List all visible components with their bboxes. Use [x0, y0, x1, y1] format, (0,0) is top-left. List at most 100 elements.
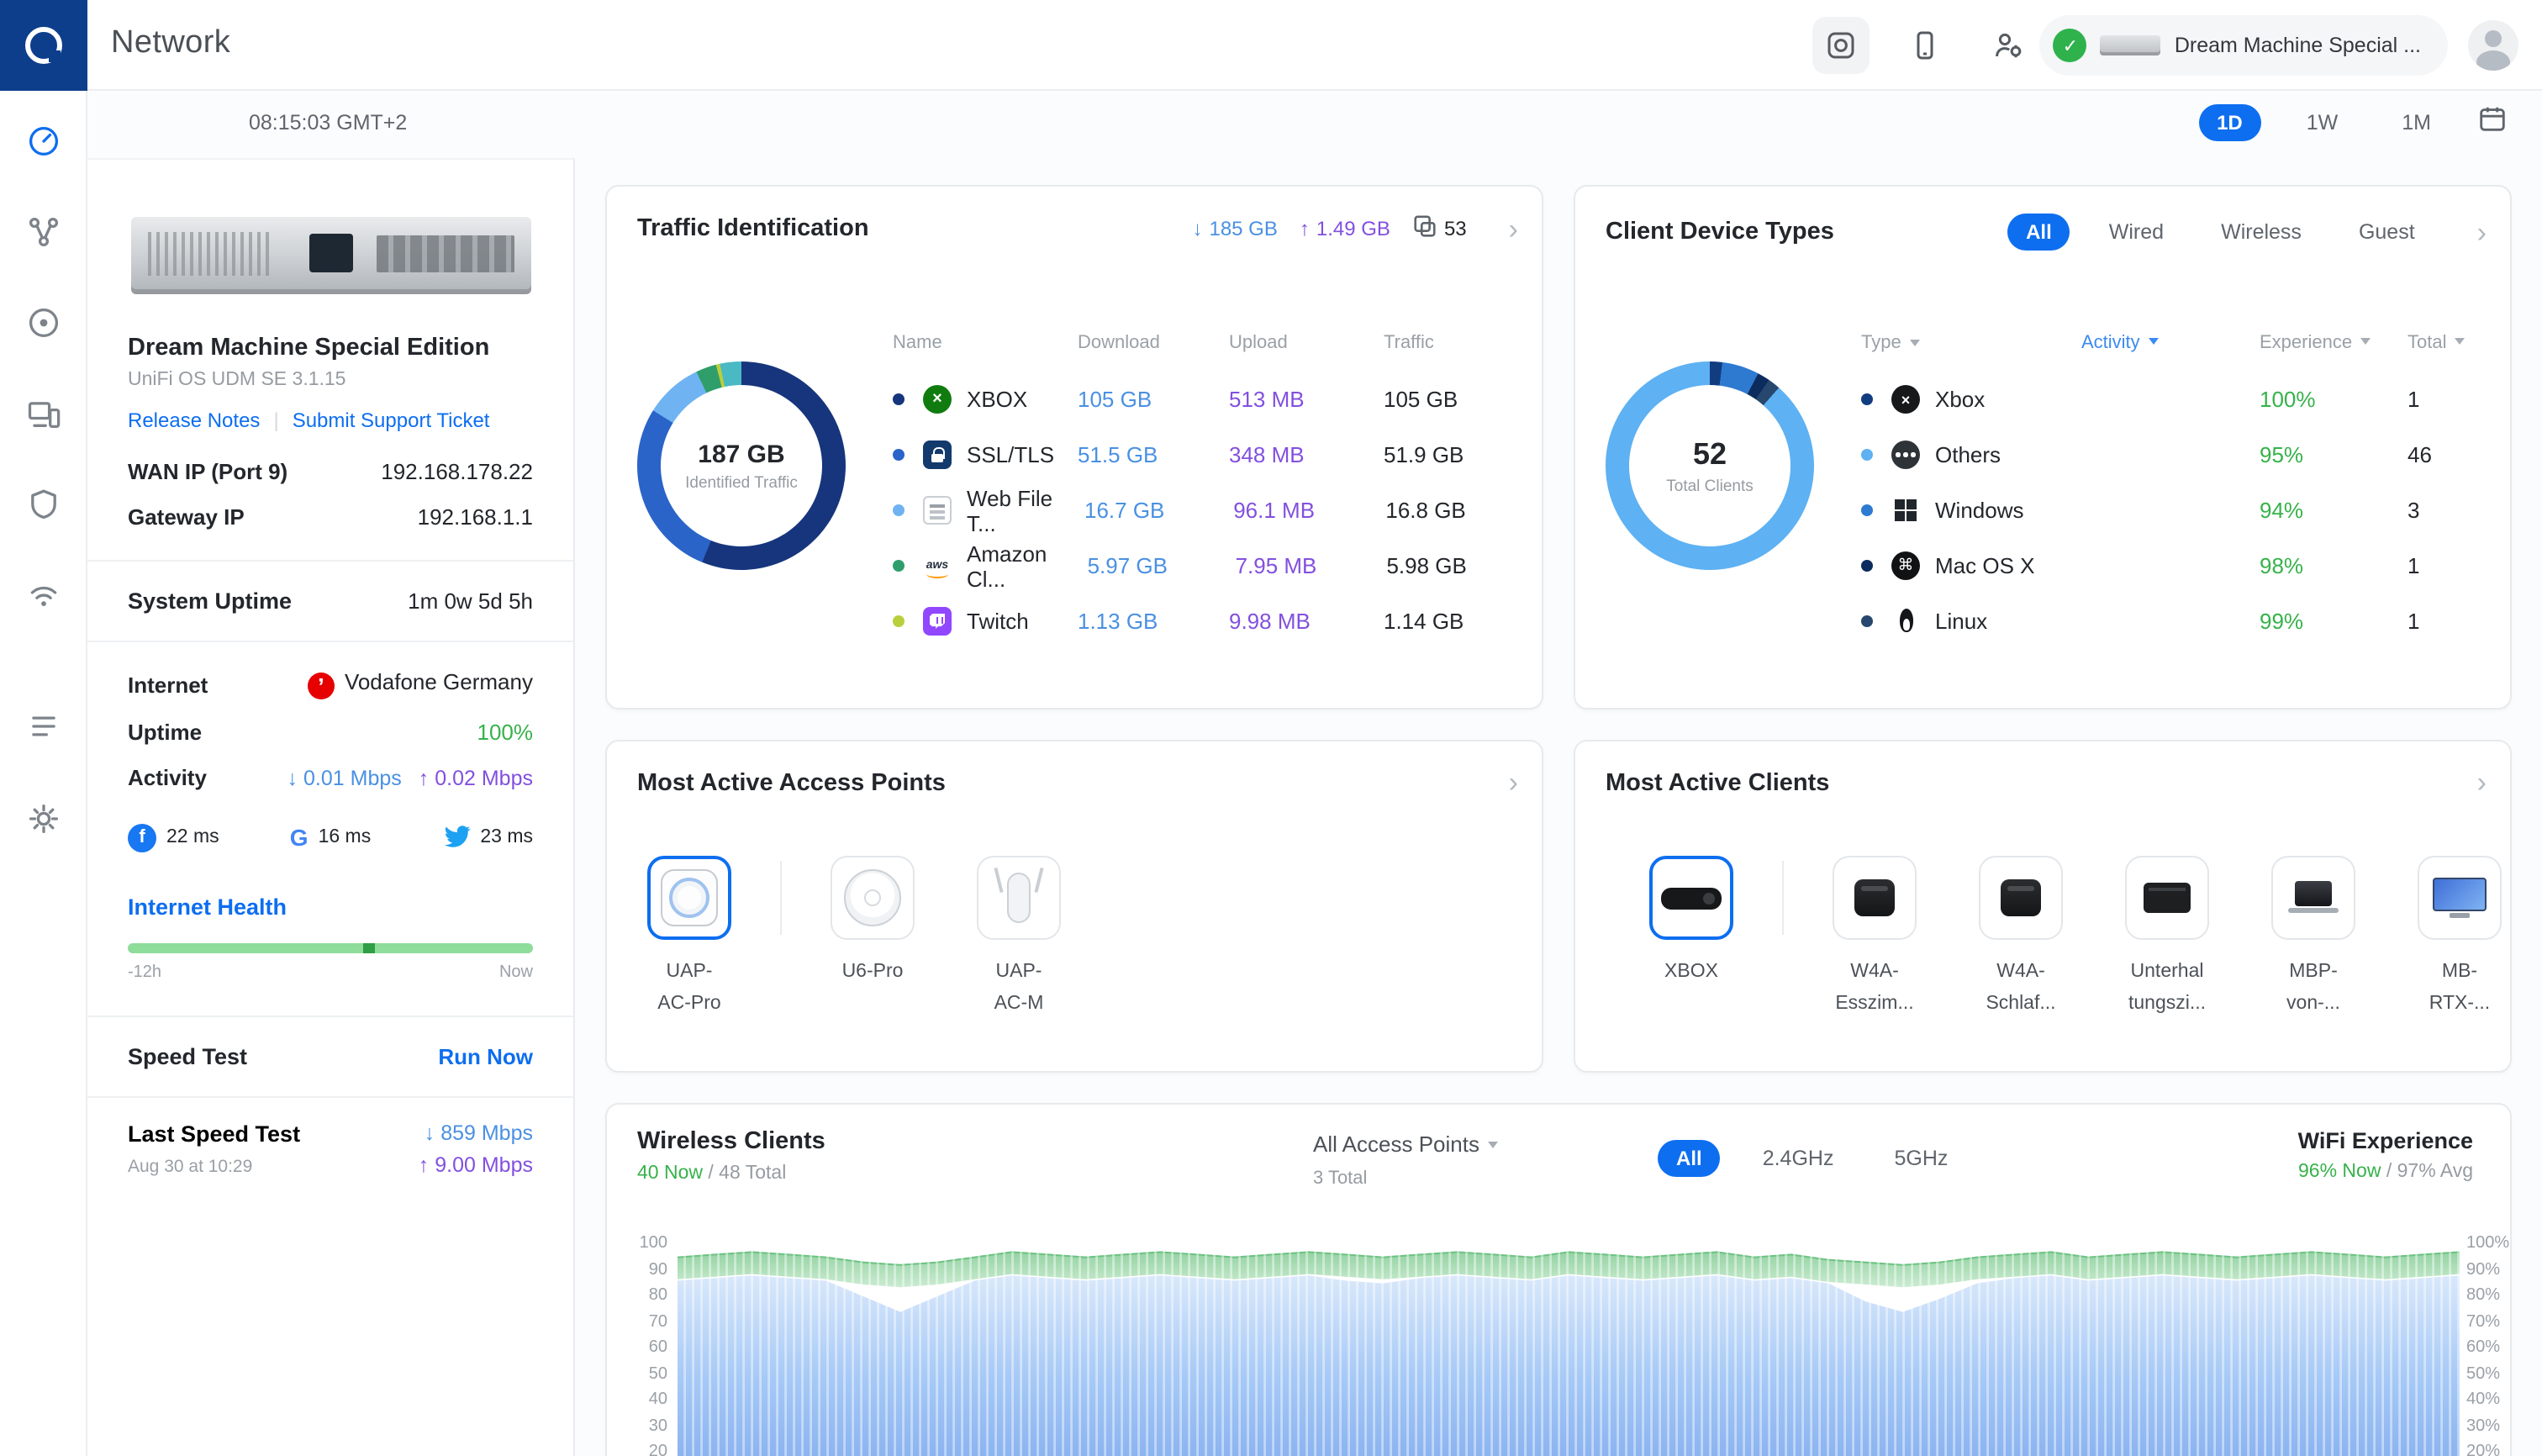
- access-point-tile[interactable]: [831, 856, 915, 940]
- traffic-value: 1.14 GB: [1384, 609, 1515, 634]
- ap-tiles-divider: [780, 861, 782, 935]
- col-download-header[interactable]: Download: [1078, 333, 1229, 353]
- range-1W[interactable]: 1W: [2288, 104, 2357, 141]
- download-value: 16.7 GB: [1084, 498, 1233, 523]
- run-speed-test-button[interactable]: Run Now: [438, 1044, 533, 1069]
- client-tile[interactable]: [2125, 856, 2209, 940]
- filter-wired[interactable]: Wired: [2091, 214, 2182, 251]
- last-speed-down: ↓ 859 Mbps: [419, 1121, 533, 1145]
- band-5ghz[interactable]: 5GHz: [1875, 1140, 1966, 1177]
- clients-donut-chart[interactable]: 52 Total Clients: [1606, 361, 1814, 570]
- calendar-button[interactable]: [2476, 103, 2508, 143]
- nav-logs[interactable]: [25, 708, 62, 745]
- active-aps-expand-chevron[interactable]: ›: [1509, 768, 1518, 797]
- isp-name: Vodafone Germany: [345, 669, 533, 694]
- band-2.4ghz[interactable]: 2.4GHz: [1744, 1140, 1853, 1177]
- right-axis-label: 30%: [2466, 1416, 2534, 1435]
- wifi-exp-avg: / 97% Avg: [2381, 1162, 2473, 1182]
- category-dot: [1861, 560, 1873, 572]
- monitor-device-image: [2433, 878, 2487, 918]
- nav-radios[interactable]: [25, 577, 62, 614]
- nav-security[interactable]: [25, 486, 62, 523]
- console-switcher-button[interactable]: [1812, 17, 1870, 74]
- client-tile[interactable]: [1979, 856, 2063, 940]
- client-type-row[interactable]: Linux 99% 1: [1861, 593, 2487, 649]
- traffic-donut-chart[interactable]: 187 GB Identified Traffic: [637, 361, 846, 570]
- left-axis-label: 20: [617, 1443, 667, 1456]
- client-tile[interactable]: [2418, 856, 2502, 940]
- client-tile[interactable]: [1833, 856, 1917, 940]
- upload-value: 7.95 MB: [1236, 553, 1387, 578]
- client-tile[interactable]: [2271, 856, 2355, 940]
- wireless-area-chart[interactable]: [678, 1244, 2460, 1456]
- active-clients-expand-chevron[interactable]: ›: [2477, 768, 2487, 797]
- left-axis-label: 100: [617, 1234, 667, 1253]
- app-name: XBOX: [967, 387, 1027, 412]
- download-arrow-icon: ↓: [1192, 217, 1202, 240]
- mobile-app-button[interactable]: [1896, 17, 1954, 74]
- right-axis-label: 70%: [2466, 1312, 2534, 1331]
- app-cell: SSL/TLS: [893, 440, 1078, 469]
- col-experience-header[interactable]: Experience: [2260, 333, 2408, 353]
- filter-all[interactable]: All: [2007, 214, 2070, 251]
- filter-wireless[interactable]: Wireless: [2202, 214, 2320, 251]
- client-tile[interactable]: [1649, 856, 1733, 940]
- traffic-row[interactable]: aws Amazon Cl... 5.97 GB 7.95 MB 5.98 GB: [893, 538, 1515, 593]
- aws-app-icon: aws: [923, 551, 952, 580]
- activity-up: ↑ 0.02 Mbps: [419, 766, 533, 789]
- xboxd-device-icon: ×: [1891, 385, 1920, 414]
- console-title: Dream Machine Special Edition: [128, 335, 533, 361]
- nav-settings[interactable]: [25, 800, 62, 837]
- band-all[interactable]: All: [1658, 1140, 1721, 1177]
- wan-ip-value: 192.168.178.22: [381, 459, 533, 484]
- nav-topology[interactable]: [25, 214, 62, 251]
- wireless-counts: 40 Now / 48 Total: [637, 1163, 825, 1184]
- experience-value: 99%: [2260, 609, 2408, 634]
- traffic-row[interactable]: × XBOX 105 GB 513 MB 105 GB: [893, 372, 1515, 427]
- client-type-row[interactable]: ⌘ Mac OS X 98% 1: [1861, 538, 2487, 593]
- client-type-row[interactable]: Windows 94% 3: [1861, 483, 2487, 538]
- col-traffic-header[interactable]: Traffic: [1384, 333, 1515, 353]
- user-avatar[interactable]: [2468, 20, 2518, 71]
- range-1D[interactable]: 1D: [2198, 104, 2261, 141]
- admin-settings-button[interactable]: [1980, 17, 2038, 74]
- ap-filter-dropdown[interactable]: All Access Points 3 Total: [1313, 1132, 1498, 1189]
- col-upload-header[interactable]: Upload: [1229, 333, 1384, 353]
- traffic-row[interactable]: SSL/TLS 51.5 GB 348 MB 51.9 GB: [893, 427, 1515, 483]
- client-type-row[interactable]: × Xbox 100% 1: [1861, 372, 2487, 427]
- app-name: Amazon Cl...: [967, 541, 1088, 591]
- traffic-row[interactable]: Web File T... 16.7 GB 96.1 MB 16.8 GB: [893, 483, 1515, 538]
- client-types-expand-chevron[interactable]: ›: [2477, 218, 2487, 246]
- release-notes-link[interactable]: Release Notes: [128, 409, 260, 432]
- system-uptime-value: 1m 0w 5d 5h: [408, 588, 533, 614]
- category-dot: [893, 560, 904, 572]
- col-total-header[interactable]: Total: [2408, 333, 2487, 353]
- nav-devices[interactable]: [25, 304, 62, 341]
- mac-device-icon: ⌘: [1891, 551, 1920, 580]
- console-selector[interactable]: ✓ Dream Machine Special ...: [2040, 15, 2448, 76]
- total-download-stat: ↓185 GB: [1192, 217, 1277, 240]
- range-1M[interactable]: 1M: [2383, 104, 2450, 141]
- category-dot: [893, 449, 904, 461]
- traffic-card-title: Traffic Identification: [637, 215, 869, 242]
- nav-dashboard[interactable]: [25, 123, 62, 160]
- download-value: 1.13 GB: [1078, 609, 1229, 634]
- nav-clients[interactable]: [25, 395, 62, 432]
- traffic-expand-chevron[interactable]: ›: [1509, 214, 1518, 243]
- internet-health-bar[interactable]: [128, 943, 533, 953]
- apps-count-stat: 53: [1412, 214, 1467, 244]
- filter-guest[interactable]: Guest: [2340, 214, 2434, 251]
- device-type-name: Windows: [1935, 498, 2024, 523]
- unifi-logo-button[interactable]: [0, 0, 87, 91]
- right-axis-label: 20%: [2466, 1443, 2534, 1456]
- speed-test-section: Speed TestRun Now: [87, 1017, 573, 1098]
- access-point-tile[interactable]: [977, 856, 1061, 940]
- wifi-exp-now: 96% Now: [2298, 1162, 2381, 1182]
- traffic-row[interactable]: Twitch 1.13 GB 9.98 MB 1.14 GB: [893, 593, 1515, 649]
- col-activity-header[interactable]: Activity: [2081, 333, 2260, 353]
- support-ticket-link[interactable]: Submit Support Ticket: [293, 409, 490, 432]
- access-point-tile[interactable]: [647, 856, 731, 940]
- col-name-header[interactable]: Name: [893, 333, 1078, 353]
- col-type-header[interactable]: Type: [1861, 333, 2081, 353]
- client-type-row[interactable]: Others 95% 46: [1861, 427, 2487, 483]
